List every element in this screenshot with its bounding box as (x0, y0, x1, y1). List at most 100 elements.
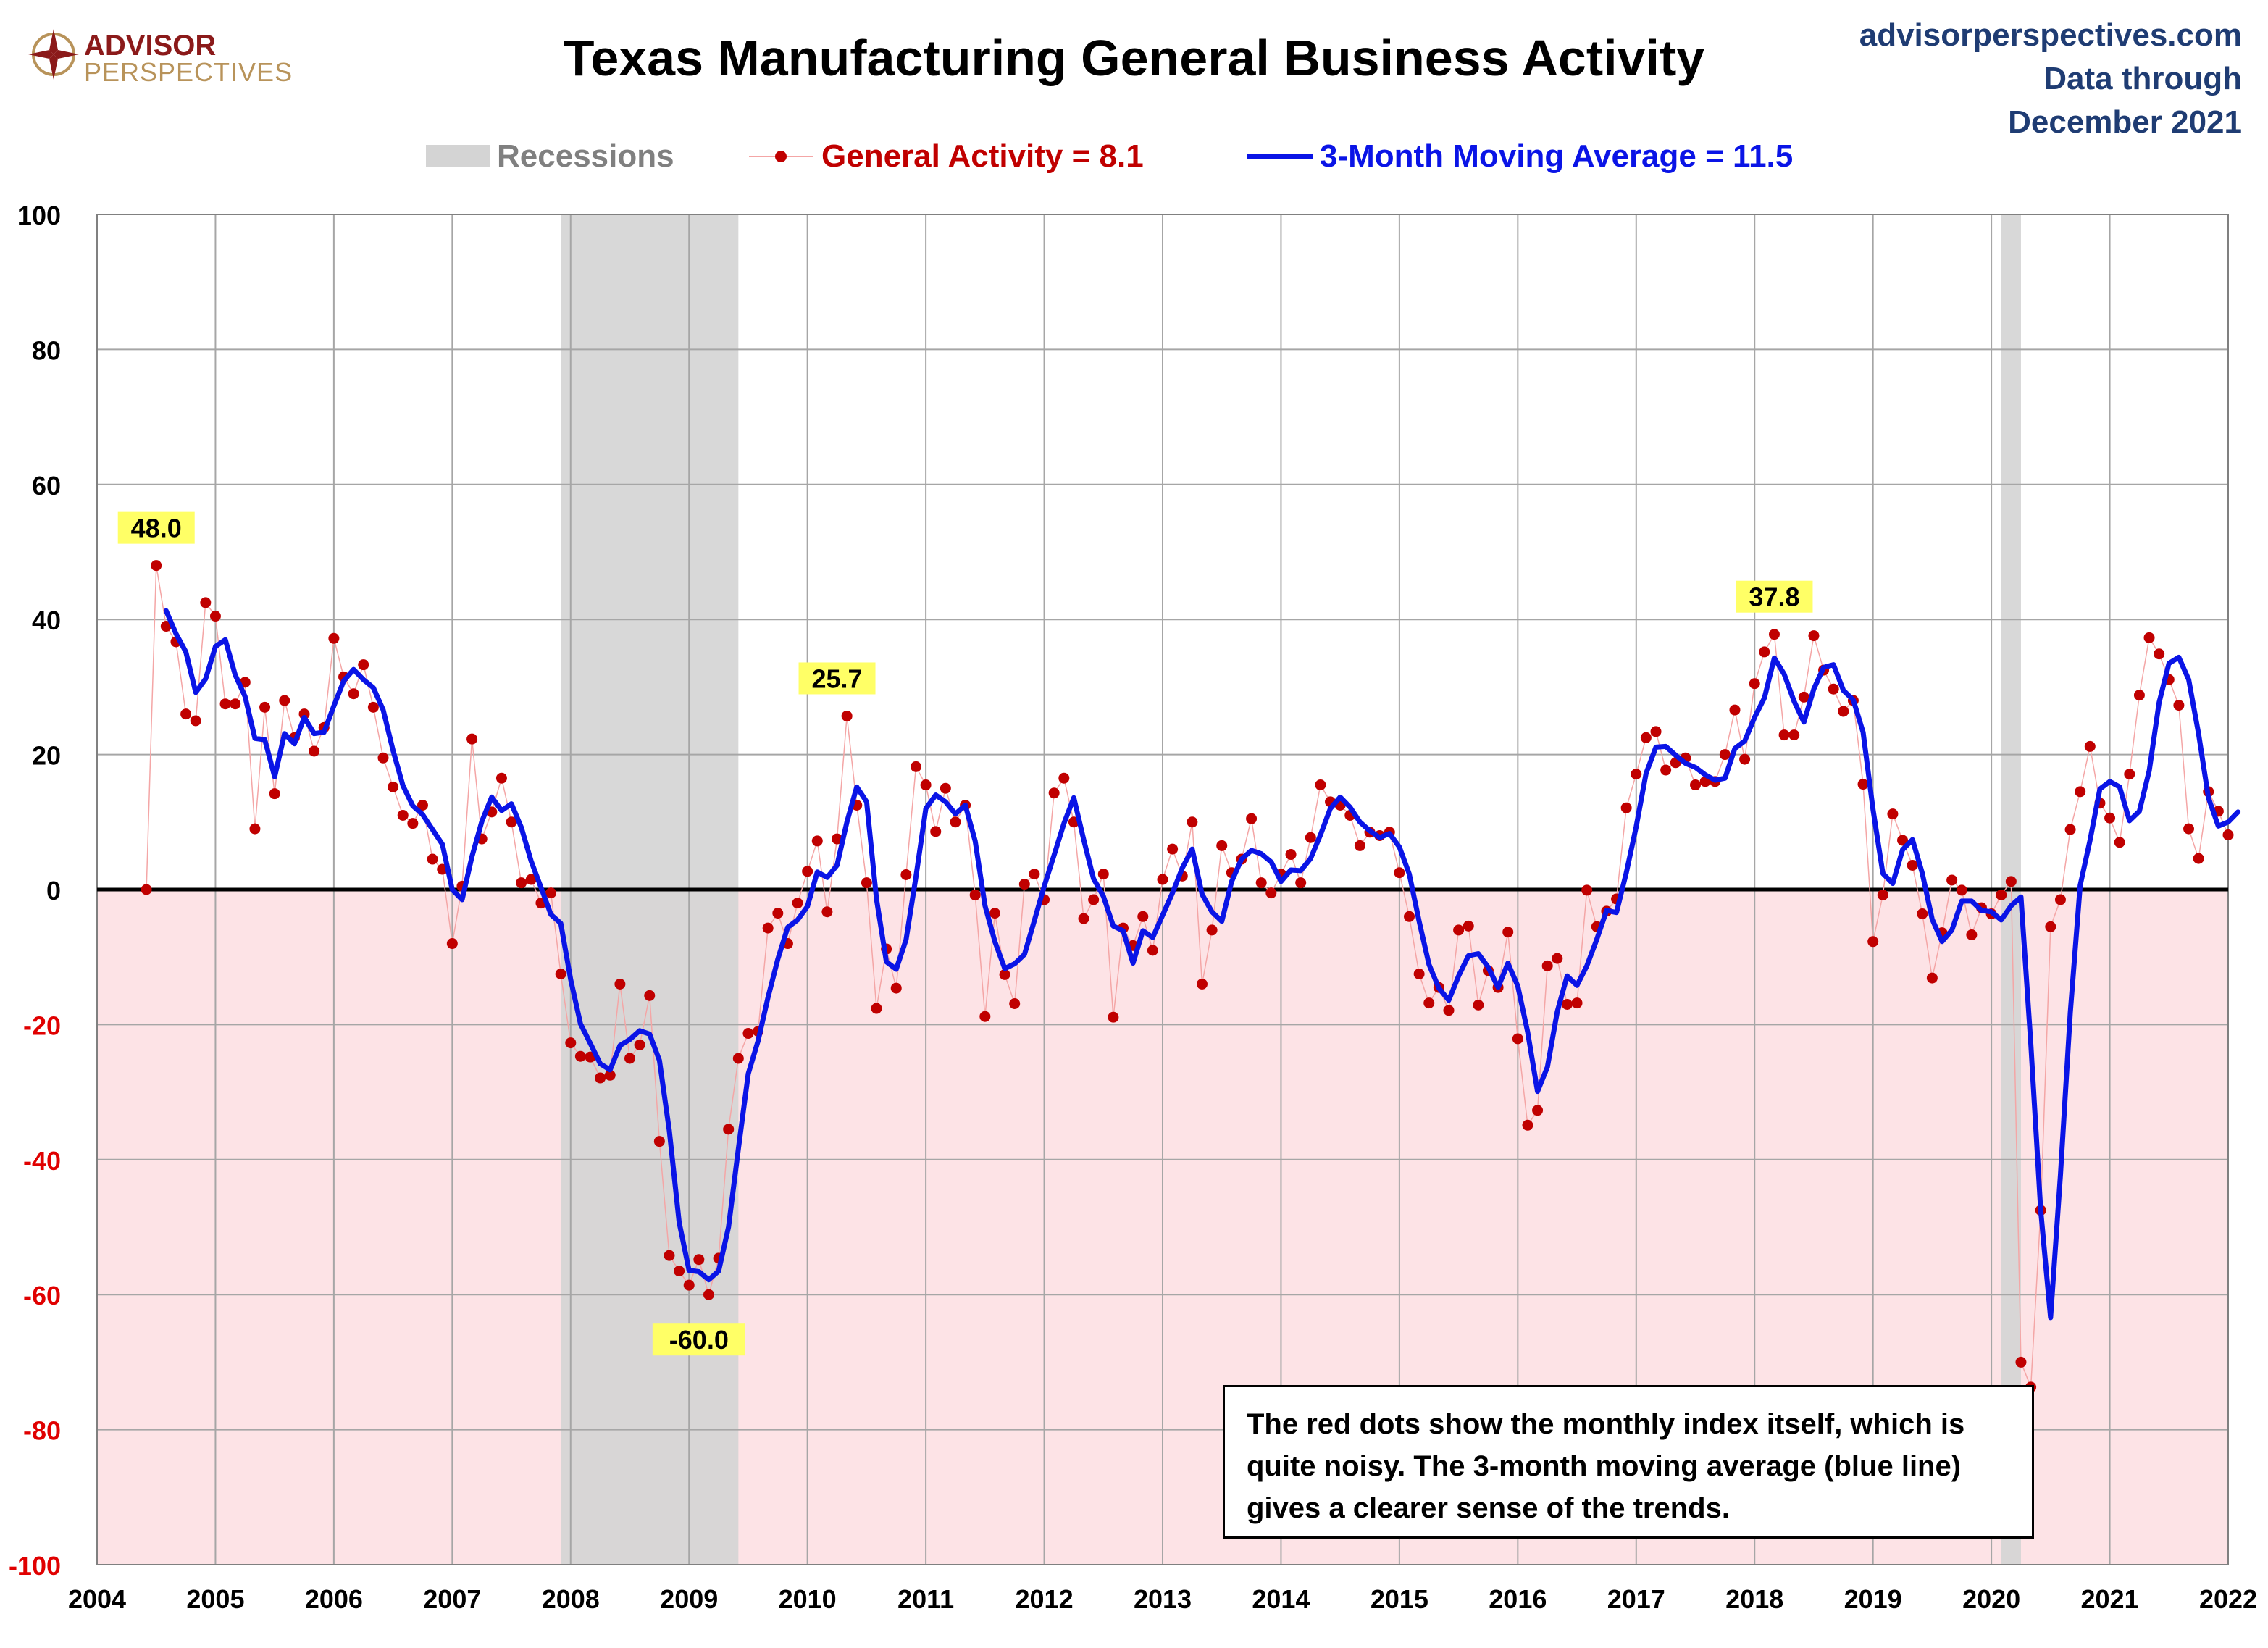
general-activity-dot (446, 938, 458, 950)
y-tick-label: -100 (9, 1551, 61, 1581)
general-activity-dot (200, 597, 212, 608)
general-activity-dot (811, 835, 823, 847)
general-activity-dot (1088, 894, 1100, 905)
x-tick-label: 2017 (1607, 1584, 1665, 1614)
general-activity-dot (999, 969, 1010, 980)
general-activity-dot (1502, 927, 1514, 938)
x-tick-label: 2019 (1844, 1584, 1902, 1614)
source-site: advisorperspectives.com (1859, 17, 2242, 53)
general-activity-dot (2143, 632, 2155, 643)
general-activity-dot (1029, 869, 1040, 880)
general-activity-dot (1887, 808, 1899, 820)
x-tick-label: 2010 (779, 1584, 837, 1614)
general-activity-dot (1956, 884, 1967, 896)
general-activity-dot (624, 1053, 635, 1064)
general-activity-dot (1009, 998, 1021, 1010)
general-activity-dot (1946, 874, 1958, 886)
general-activity-dot (2133, 690, 2145, 701)
general-activity-dot (565, 1037, 577, 1049)
general-activity-dot (1798, 691, 1809, 703)
general-activity-dot (871, 1003, 882, 1014)
general-activity-dot (1631, 769, 1642, 780)
general-activity-dot (1877, 889, 1888, 900)
general-activity-dot (742, 1028, 754, 1040)
general-activity-dot (1808, 630, 1820, 642)
general-activity-dot (141, 884, 152, 895)
general-activity-dot (525, 874, 537, 885)
general-activity-dot (674, 1266, 685, 1277)
general-activity-dot (940, 782, 951, 794)
annotation-label: 25.7 (811, 664, 862, 693)
general-activity-dot (832, 833, 843, 845)
annotation-box (798, 662, 876, 695)
general-activity-dot (1768, 629, 1780, 640)
general-activity-dot (1640, 732, 1652, 743)
y-tick-label: -40 (23, 1146, 61, 1176)
general-activity-dot (2045, 921, 2056, 932)
general-activity-dot (358, 659, 369, 671)
general-activity-dot (495, 772, 507, 784)
general-activity-dot (1690, 779, 1701, 791)
x-tick-label: 2004 (68, 1584, 126, 1614)
general-activity-dot (1917, 908, 1928, 920)
x-tick-label: 2013 (1134, 1584, 1192, 1614)
general-activity-dot (2173, 700, 2185, 711)
annotation-box (1736, 580, 1813, 613)
general-activity-dot (388, 781, 399, 792)
general-activity-dot (2084, 740, 2096, 752)
general-activity-dot (1571, 997, 1583, 1009)
general-activity-dot (792, 898, 803, 909)
general-activity-dot (466, 733, 478, 745)
general-activity-dot (2183, 823, 2195, 835)
general-activity-dot (328, 632, 340, 644)
general-activity-dot (1581, 884, 1593, 896)
general-activity-dot (1561, 998, 1573, 1010)
general-activity-dot (230, 698, 241, 710)
general-activity-dot (1759, 646, 1770, 658)
y-tick-label: 100 (17, 201, 61, 230)
general-activity-dot (1620, 802, 1632, 813)
annotation-label: 37.8 (1749, 582, 1799, 612)
general-activity-dot (1828, 683, 1839, 695)
general-activity-dot (1532, 1105, 1544, 1116)
general-activity-dot (1216, 840, 1228, 851)
x-tick-label: 2009 (660, 1584, 718, 1614)
general-activity-dot (367, 701, 379, 713)
general-activity-dot (1354, 840, 1365, 851)
general-activity-dot (989, 908, 1000, 919)
general-activity-dot (2154, 648, 2165, 660)
annotation-label: 48.0 (131, 514, 182, 543)
general-activity-dot (1285, 849, 1297, 861)
general-activity-dot (1097, 869, 1109, 880)
compass-icon (28, 29, 79, 80)
general-activity-dot (219, 698, 231, 710)
general-activity-dot (930, 826, 942, 837)
general-activity-dot (900, 869, 912, 880)
general-activity-dot (1522, 1119, 1533, 1131)
general-activity-dot (1541, 960, 1553, 971)
general-activity-dot (664, 1250, 675, 1261)
general-activity-dot (634, 1039, 645, 1050)
general-activity-dot (693, 1254, 705, 1266)
general-activity-dot (555, 969, 566, 979)
general-activity-dot (950, 816, 961, 828)
general-activity-dot (703, 1289, 714, 1300)
general-activity-dot (1838, 706, 1849, 717)
y-tick-label: -60 (23, 1281, 61, 1310)
x-tick-label: 2018 (1725, 1584, 1783, 1614)
x-tick-label: 2014 (1252, 1584, 1310, 1614)
general-activity-dot (2222, 829, 2234, 841)
general-activity-dot (516, 877, 527, 889)
general-activity-dot (1867, 936, 1879, 948)
general-activity-dot (1058, 772, 1070, 784)
general-activity-dot (1167, 843, 1179, 855)
general-activity-dot (545, 887, 557, 899)
x-tick-label: 2007 (423, 1584, 481, 1614)
legend-dot-marker (775, 151, 787, 162)
general-activity-dot (180, 708, 192, 720)
general-activity-dot (1255, 877, 1267, 889)
general-activity-dot (160, 621, 172, 632)
general-activity-dot (890, 982, 902, 994)
callout-note: The red dots show the monthly index itse… (1223, 1385, 2034, 1539)
